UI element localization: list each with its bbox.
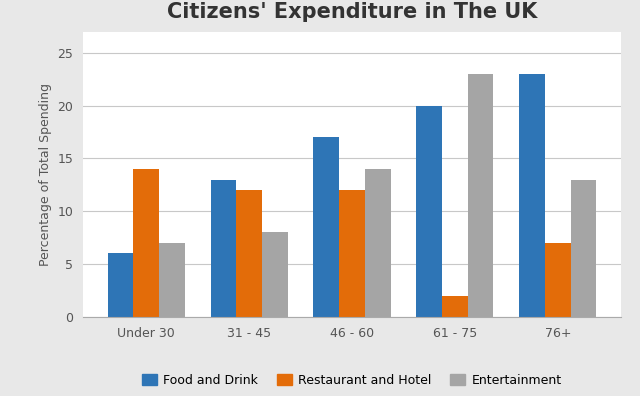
- Bar: [108, 253, 133, 317]
- Bar: [571, 179, 596, 317]
- Bar: [339, 190, 365, 317]
- Bar: [468, 74, 493, 317]
- Bar: [133, 169, 159, 317]
- Bar: [159, 243, 185, 317]
- Bar: [416, 106, 442, 317]
- Title: Citizens' Expenditure in The UK: Citizens' Expenditure in The UK: [167, 2, 537, 22]
- Bar: [314, 137, 339, 317]
- Bar: [262, 232, 288, 317]
- Bar: [236, 190, 262, 317]
- Bar: [211, 179, 236, 317]
- Bar: [545, 243, 571, 317]
- Bar: [365, 169, 390, 317]
- Legend: Food and Drink, Restaurant and Hotel, Entertainment: Food and Drink, Restaurant and Hotel, En…: [137, 369, 567, 392]
- Bar: [442, 296, 468, 317]
- Bar: [519, 74, 545, 317]
- Y-axis label: Percentage of Total Spending: Percentage of Total Spending: [39, 83, 52, 266]
